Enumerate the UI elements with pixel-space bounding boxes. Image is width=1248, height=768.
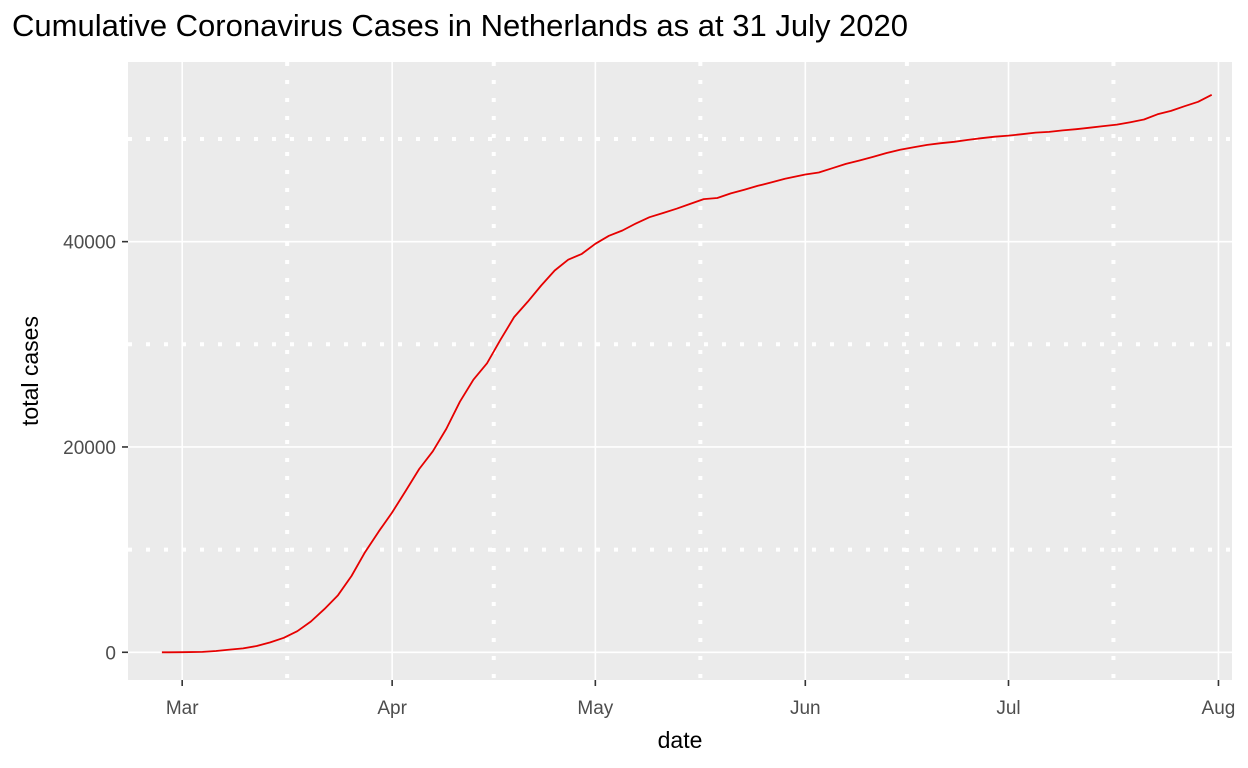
y-tick-label: 20000 <box>63 438 116 459</box>
y-tick-label: 40000 <box>63 233 116 254</box>
y-tick-label: 0 <box>105 643 116 664</box>
x-tick-label: Apr <box>377 698 407 719</box>
x-tick-label: May <box>577 698 613 719</box>
minor-gridlines <box>128 62 1232 680</box>
x-axis-title: date <box>658 727 703 753</box>
y-axis-title: total cases <box>17 316 43 426</box>
x-tick-label: Mar <box>166 698 199 719</box>
series-layer <box>161 93 1213 654</box>
x-axis: Mar Apr May Jun Jul Aug <box>166 680 1236 719</box>
x-tick-label: Aug <box>1202 698 1236 719</box>
series-line <box>161 93 1213 654</box>
plot-panel <box>128 62 1232 680</box>
major-gridlines <box>128 62 1232 680</box>
x-tick-label: Jul <box>996 698 1020 719</box>
y-axis: 0 20000 40000 <box>63 233 128 664</box>
chart-title: Cumulative Coronavirus Cases in Netherla… <box>12 8 909 43</box>
x-tick-label: Jun <box>790 698 821 719</box>
